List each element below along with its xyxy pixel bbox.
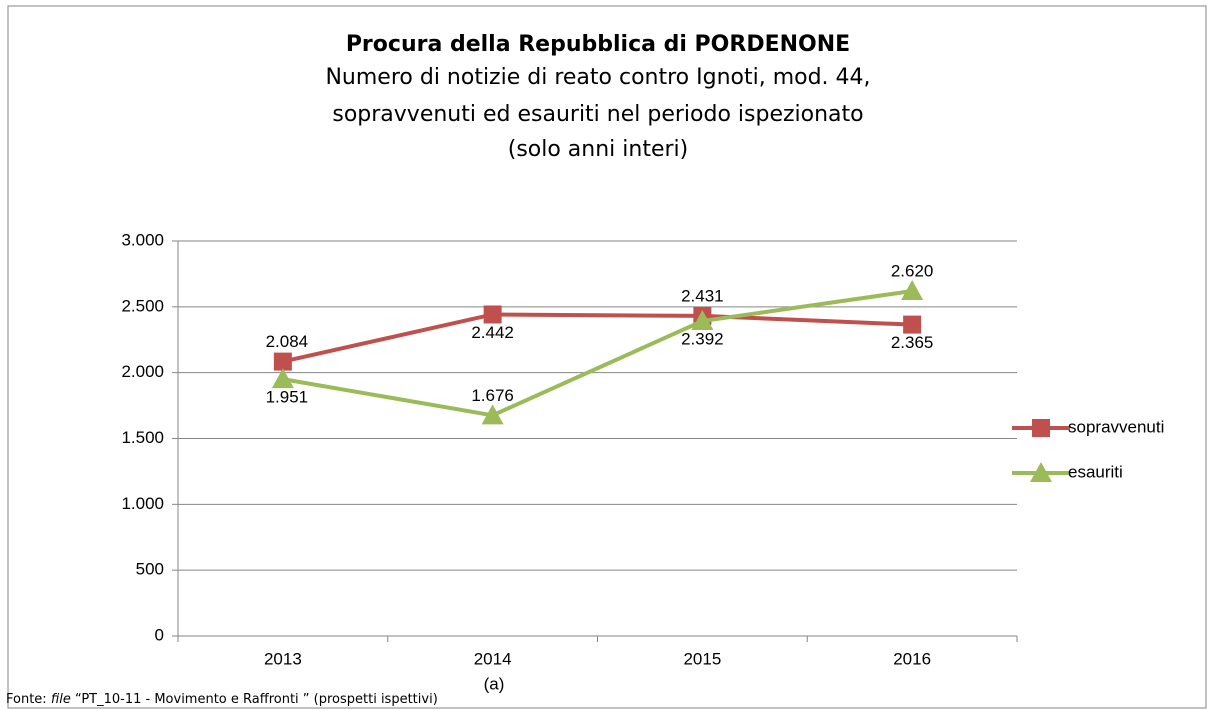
data-label: 2.431 [681, 286, 724, 305]
legend-marker [1032, 419, 1050, 437]
chart-title: Procura della Repubblica di PORDENONE [346, 32, 850, 57]
legend-marker [1030, 462, 1052, 482]
data-label: 2.084 [266, 332, 309, 351]
marker [481, 404, 504, 425]
marker [483, 305, 502, 324]
data-label: 2.442 [471, 323, 514, 342]
x-tick-label: 2015 [683, 649, 721, 668]
marker [691, 310, 714, 331]
caption: (a) [484, 674, 505, 693]
y-tick-label: 2.500 [121, 296, 164, 315]
y-tick-label: 1.000 [121, 494, 164, 513]
source: Fonte: file “PT_10-11 - Movimento e Raff… [6, 692, 438, 707]
series-line [282, 312, 913, 364]
legend-label: sopravvenuti [1068, 417, 1164, 436]
marker [903, 315, 922, 334]
legend-label: esauriti [1068, 462, 1123, 481]
y-tick-label: 0 [155, 625, 164, 644]
x-tick-label: 2014 [474, 649, 512, 668]
data-label: 2.392 [681, 330, 724, 349]
data-label: 1.951 [266, 388, 309, 407]
source-file: file [51, 692, 71, 707]
series-line [282, 289, 913, 418]
source-rest: “PT_10-11 - Movimento e Raffronti ” (pro… [75, 692, 438, 707]
y-tick-label: 3.000 [121, 230, 164, 249]
y-tick-label: 1.500 [121, 428, 164, 447]
x-tick-label: 2013 [264, 649, 302, 668]
marker [271, 368, 294, 389]
chart-subtitle: (solo anni interi) [508, 137, 689, 162]
x-tick-label: 2016 [893, 649, 931, 668]
chart-border [7, 5, 1207, 709]
chart-subtitle: sopravvenuti ed esauriti nel periodo isp… [332, 102, 863, 127]
marker [273, 352, 292, 371]
chart-subtitle: Numero di notizie di reato contro Ignoti… [325, 65, 870, 90]
data-label: 1.676 [471, 386, 514, 405]
source-prefix: Fonte: [6, 692, 47, 707]
y-tick-label: 500 [136, 560, 164, 579]
data-label: 2.365 [891, 333, 934, 352]
data-label: 2.620 [891, 262, 934, 281]
marker [901, 280, 924, 301]
y-tick-label: 2.000 [121, 362, 164, 381]
